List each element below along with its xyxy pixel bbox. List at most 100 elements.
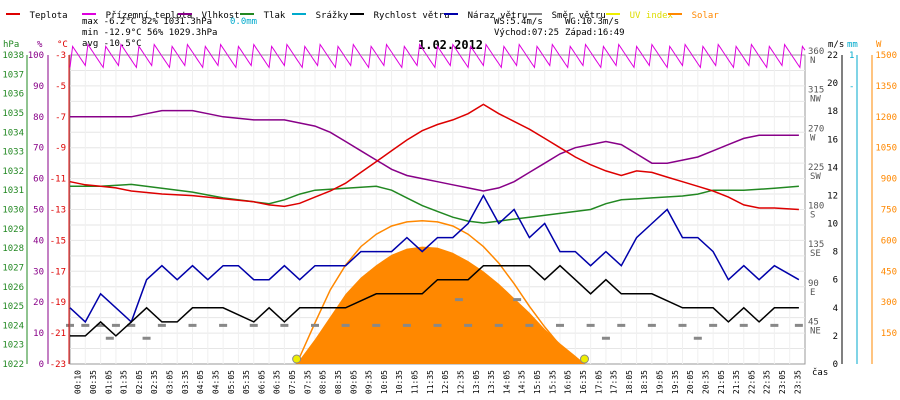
series-wind-direction-mark <box>372 323 381 327</box>
series-wind-direction-mark <box>513 298 522 302</box>
tick-label-time: 19:05 <box>656 370 665 394</box>
tick-label-hpa: 1023 <box>2 341 24 351</box>
tick-label-time: 09:05 <box>349 370 358 394</box>
tick-label-ms: 10 <box>827 220 838 230</box>
series-wind-direction-mark <box>525 323 534 327</box>
tick-label-time: 14:05 <box>502 370 511 394</box>
tick-label-time: 23:05 <box>778 370 787 394</box>
tick-label-time: 16:35 <box>579 370 588 394</box>
tick-label-pct: 20 <box>33 298 44 308</box>
series-wind-speed <box>70 264 799 337</box>
tick-label-ms: 0 <box>833 360 838 370</box>
tick-label-time: 07:35 <box>303 370 312 394</box>
tick-label-time: 19:35 <box>671 370 680 394</box>
tick-label-time: 13:35 <box>487 370 496 394</box>
sunset-marker <box>580 354 589 364</box>
series-humidity <box>70 109 799 192</box>
tick-label-pct: 80 <box>33 113 44 123</box>
tick-label-dir: 90 <box>808 279 819 289</box>
tick-label-ms: 14 <box>827 163 838 173</box>
tick-label-time: 06:05 <box>257 370 266 394</box>
tick-label-ms: 2 <box>833 332 838 342</box>
chart-title: 1.02.2012 <box>418 38 484 52</box>
tick-label-time: 00:10 <box>74 370 83 394</box>
axis-unit-w: W <box>876 40 882 50</box>
series-wind-direction-mark <box>66 323 74 327</box>
tick-label-time: 16:05 <box>564 370 573 394</box>
legend-item: Směr větru <box>528 3 606 22</box>
tick-label-temp: -23 <box>50 360 66 370</box>
tick-label-pct: 0 <box>39 360 44 370</box>
tick-label-hpa: 1026 <box>2 283 24 293</box>
tick-label-time: 03:35 <box>181 370 190 394</box>
tick-label-w: 150 <box>881 329 897 339</box>
stat-rain: 0.0mm <box>230 17 258 27</box>
series-temperature <box>69 103 799 211</box>
tick-label-temp: -5 <box>55 82 66 92</box>
tick-label-hpa: 1030 <box>2 206 24 216</box>
series-wind-direction-mark <box>157 323 166 327</box>
series-wind-direction-mark <box>454 298 463 302</box>
tick-label-w: 1200 <box>875 113 897 123</box>
tick-label-temp: -11 <box>50 175 66 185</box>
tick-label-dir-name: S <box>810 211 815 221</box>
series-wind-direction-mark <box>96 323 105 327</box>
series-wind-direction-mark <box>770 323 779 327</box>
series-layer <box>66 43 806 340</box>
series-wind-direction-mark <box>341 323 350 327</box>
tick-label-temp: -17 <box>50 267 66 277</box>
series-wind-direction-mark <box>494 323 503 327</box>
series-wind-direction-mark <box>402 323 411 327</box>
axis-unit-pct: % <box>37 40 43 50</box>
series-pressure <box>70 183 799 224</box>
series-wind-direction-mark <box>647 323 656 327</box>
tick-label-time: 08:35 <box>334 370 343 394</box>
tick-label-hpa: 1035 <box>2 109 24 119</box>
tick-label-mm: - <box>849 82 854 92</box>
tick-label-time: 02:35 <box>150 370 159 394</box>
tick-label-ms: 6 <box>833 276 838 286</box>
legend-item: Rychlost větru <box>350 3 450 22</box>
tick-label-ms: 12 <box>827 191 838 201</box>
tick-label-hpa: 1037 <box>2 70 24 80</box>
tick-label-w: 900 <box>881 175 897 185</box>
tick-label-ms: 22 <box>827 51 838 61</box>
tick-label-ms: 20 <box>827 79 838 89</box>
series-wind-direction-mark <box>127 323 136 327</box>
axis-unit-ms: m/s <box>828 40 845 50</box>
tick-label-time: 21:35 <box>732 370 741 394</box>
series-wind-direction-mark <box>794 323 803 327</box>
tick-label-temp: -19 <box>50 298 66 308</box>
tick-label-time: 08:05 <box>319 370 328 394</box>
tick-label-pct: 30 <box>33 267 44 277</box>
axis-unit-mm: mm <box>847 40 858 50</box>
tick-label-time: 04:35 <box>211 370 220 394</box>
grid <box>69 54 806 365</box>
tick-label-hpa: 1031 <box>2 186 24 196</box>
tick-label-pct: 50 <box>33 206 44 216</box>
legend-item: Přízemní teplota <box>82 3 192 22</box>
tick-label-hpa: 1033 <box>2 148 24 158</box>
tick-label-time: 02:05 <box>135 370 144 394</box>
x-axis-label: čas <box>812 368 829 378</box>
axis-unit-temp: °C <box>57 40 68 50</box>
legend-item: Vlhkost <box>178 3 240 22</box>
tick-label-w: 600 <box>881 236 897 246</box>
tick-label-temp: -13 <box>50 206 66 216</box>
legend-item: Náraz větru <box>444 3 527 22</box>
tick-label-time: 12:05 <box>441 370 450 394</box>
series-solar <box>296 246 585 364</box>
tick-label-time: 15:35 <box>548 370 557 394</box>
tick-label-time: 00:35 <box>89 370 98 394</box>
tick-label-hpa: 1036 <box>2 90 24 100</box>
tick-label-time: 21:05 <box>717 370 726 394</box>
tick-label-mm: 1 <box>849 51 854 61</box>
stat-wg: WG:10.3m/s <box>565 17 620 27</box>
tick-label-dir: 270 <box>808 124 824 134</box>
series-wind-direction-mark <box>219 323 228 327</box>
tick-label-temp: -15 <box>50 236 66 246</box>
series-ground-temperature <box>69 43 806 69</box>
tick-label-time: 12:35 <box>456 370 465 394</box>
tick-label-hpa: 1022 <box>2 360 24 370</box>
